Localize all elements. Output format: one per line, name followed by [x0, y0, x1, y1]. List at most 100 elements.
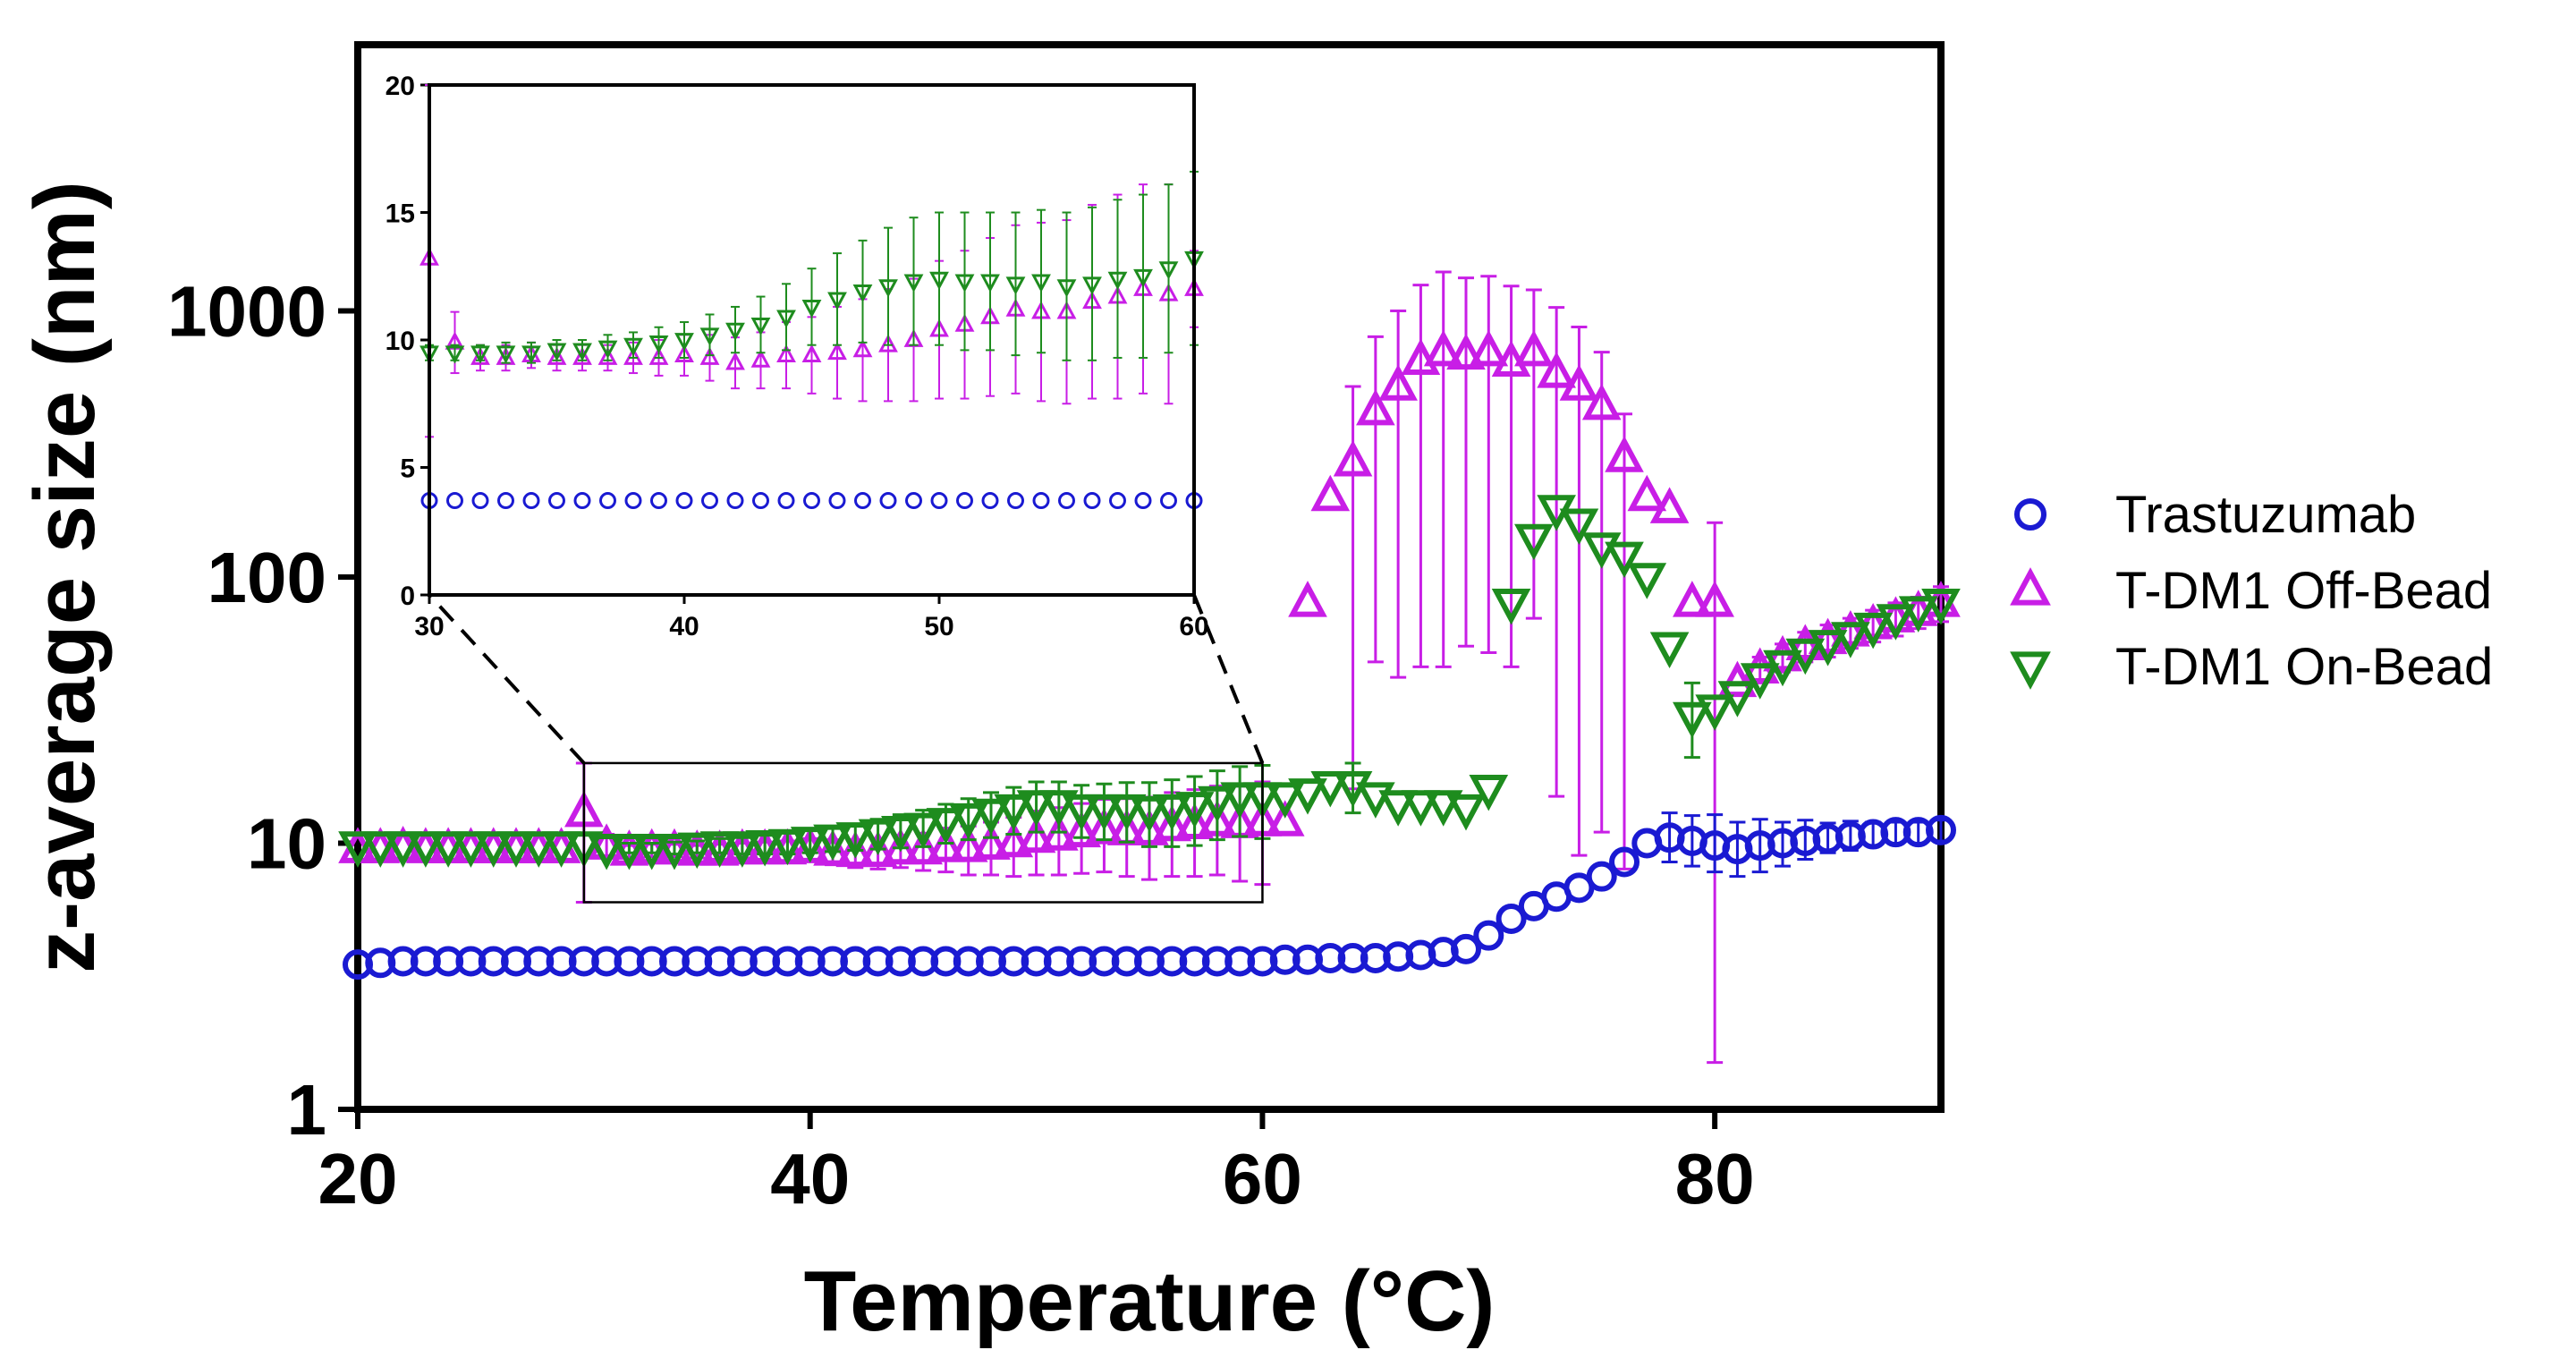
main-point [1496, 903, 1527, 934]
inset-point [1058, 492, 1075, 510]
main-point [1627, 563, 1667, 599]
inset-point [648, 335, 669, 354]
inset-point [547, 346, 567, 365]
main-x-tick-label: 40 [770, 1139, 850, 1218]
main-point [1423, 329, 1463, 367]
main-point [745, 829, 784, 867]
main-point [699, 831, 740, 868]
main-point [1446, 333, 1486, 370]
main-point [881, 816, 920, 853]
inset-point [725, 352, 745, 370]
inset-point [750, 318, 771, 336]
main-point [541, 831, 581, 868]
inset-plot-frame [428, 83, 1196, 597]
inset-point [471, 492, 489, 510]
inset-point [1083, 492, 1101, 510]
inset-point [597, 346, 618, 365]
main-point [1559, 508, 1599, 546]
inset-point [852, 339, 873, 358]
main-series-t-dm1-on-bead [338, 495, 1961, 870]
main-point [813, 824, 852, 862]
inset-point [470, 345, 490, 364]
main-point [1062, 794, 1101, 831]
main-point [1627, 474, 1667, 512]
inset-y-tick-label: 20 [386, 72, 415, 101]
legend-label: T-DM1 On-Bead [2115, 638, 2493, 696]
main-point [858, 819, 898, 856]
inset-point [827, 292, 847, 310]
main-x-tick-label: 20 [318, 1139, 398, 1218]
inset-point [930, 492, 948, 510]
main-point [519, 831, 559, 868]
main-point [383, 831, 423, 868]
main-point [428, 831, 468, 868]
main-point [1265, 782, 1305, 819]
main-point [1649, 632, 1690, 668]
main-point [1717, 681, 1758, 717]
main-data-marks [338, 270, 1961, 1065]
inset-point [1031, 274, 1051, 293]
legend-label: Trastuzumab [2115, 486, 2416, 544]
inset-point [675, 492, 693, 510]
main-point [994, 794, 1034, 831]
main-point [1609, 846, 1640, 878]
inset-point [878, 334, 898, 352]
inset-point [879, 492, 897, 510]
inset-point [699, 346, 720, 365]
main-point [655, 833, 694, 870]
inset-point [752, 492, 769, 510]
inset-point [548, 492, 565, 510]
main-point [835, 822, 876, 859]
main-point [1673, 701, 1712, 739]
inset-point [801, 344, 822, 362]
main-point [1039, 790, 1079, 827]
inset-point [650, 492, 667, 510]
main-y-tick-label: 100 [208, 538, 326, 617]
main-point [1130, 795, 1169, 833]
main-point [1785, 638, 1826, 675]
inset-y-tick-label: 10 [386, 327, 415, 356]
inset-point [573, 492, 591, 510]
main-point [338, 831, 377, 868]
inset-point [572, 346, 592, 365]
main-point [1514, 523, 1554, 561]
inset-point [981, 492, 999, 510]
main-point [1605, 541, 1644, 579]
main-point [631, 833, 672, 870]
main-point [723, 831, 762, 868]
main-point [1039, 814, 1079, 851]
inset-point [547, 343, 567, 361]
zoom-connector-left [428, 593, 586, 765]
legend-label: T-DM1 Off-Bead [2115, 562, 2492, 620]
inset-x-tick-label: 40 [669, 612, 699, 641]
main-point [903, 812, 943, 850]
main-y-tick-label: 1 [287, 1070, 327, 1150]
main-point [1469, 329, 1509, 367]
main-point [1401, 790, 1441, 827]
inset-point [956, 492, 973, 510]
main-point [1537, 352, 1576, 388]
inset-point [954, 274, 975, 293]
main-point [451, 831, 491, 868]
inset-point [1109, 492, 1126, 510]
main-point [971, 798, 1011, 836]
inset-point [828, 492, 846, 510]
inset-x-tick-label: 30 [414, 612, 444, 641]
main-point [948, 826, 988, 862]
main-point [1220, 782, 1259, 819]
inset-point [1056, 279, 1077, 298]
main-point [1265, 800, 1305, 836]
legend-marker [2014, 498, 2046, 531]
inset-point [777, 492, 795, 510]
inset-point [903, 274, 924, 293]
main-series-trastuzumab [343, 811, 1956, 981]
inset-point [624, 492, 642, 510]
zoom-indicator [428, 593, 1265, 904]
inset-y-tick-label: 5 [400, 454, 415, 484]
main-point [1921, 589, 1961, 625]
inset-point [496, 345, 516, 364]
main-point [1423, 790, 1463, 827]
main-point [1605, 436, 1644, 472]
main-point [1446, 794, 1486, 831]
